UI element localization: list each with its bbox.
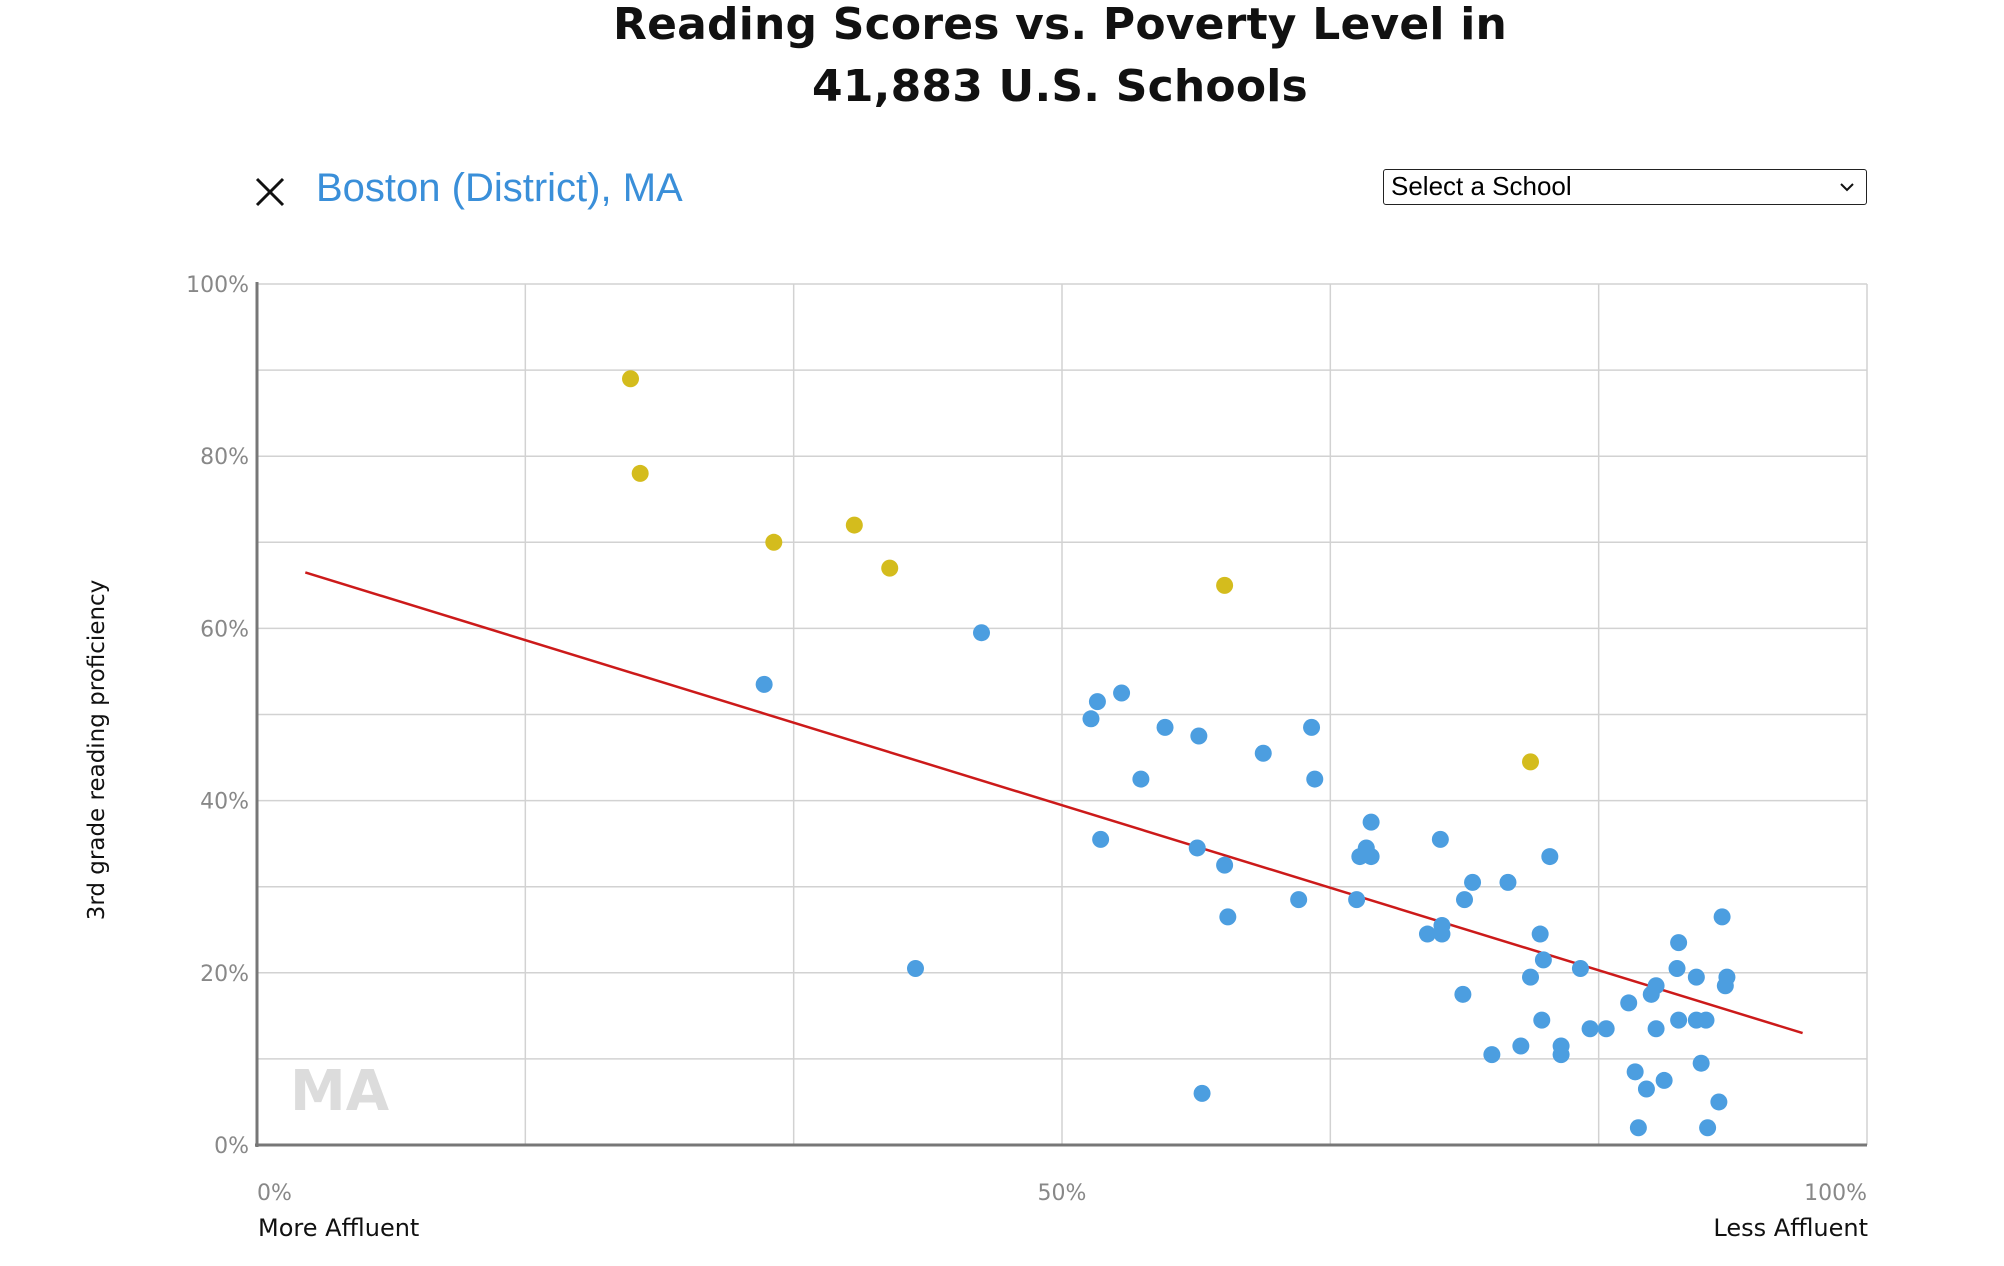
school-point [1718, 968, 1736, 986]
chart-points [622, 370, 1736, 1137]
school-point [1699, 1119, 1717, 1137]
chart-ticks: 0% 20% 40% 60% 80% 100% 0% 50% 100% [186, 273, 1867, 1206]
chevron-down-icon [1840, 183, 1854, 192]
school-point [1655, 1071, 1673, 1089]
school-point [1534, 951, 1552, 969]
school-point [906, 959, 924, 977]
school-point [1697, 1011, 1715, 1029]
school-point [1464, 873, 1482, 891]
chart-title-line2: 41,883 U.S. Schools [812, 61, 1308, 112]
school-point [1193, 1084, 1211, 1102]
x-tick-label: 100% [1804, 1181, 1867, 1206]
school-point [1190, 727, 1208, 745]
school-point [1290, 891, 1308, 909]
school-point [1303, 718, 1321, 736]
chart-grid [257, 283, 1868, 1145]
chart-title: Reading Scores vs. Poverty Level in 41,8… [0, 0, 2004, 118]
school-point [1454, 985, 1472, 1003]
chart-title-line1: Reading Scores vs. Poverty Level in [612, 0, 1508, 50]
school-point [1362, 848, 1380, 866]
highlighted-school-point [845, 516, 863, 534]
highlighted-school-point [1522, 753, 1540, 771]
y-tick-label: 40% [200, 790, 249, 815]
school-point [1418, 925, 1436, 943]
highlighted-school-point [622, 370, 640, 388]
school-point [1533, 1011, 1551, 1029]
school-point [1113, 684, 1131, 702]
school-point [1552, 1046, 1570, 1064]
school-point [1710, 1093, 1728, 1111]
school-point [755, 675, 773, 693]
school-point [1713, 908, 1731, 926]
x-axis-right-label: Less Affluent [1713, 1214, 1868, 1242]
school-point [1306, 770, 1324, 788]
school-point [1629, 1119, 1647, 1137]
y-tick-label: 0% [214, 1134, 249, 1159]
school-point [1668, 959, 1686, 977]
state-watermark: MA [290, 1059, 390, 1124]
chart-watermark-group: MA [290, 1059, 390, 1124]
school-point [1431, 830, 1449, 848]
school-point [1156, 718, 1174, 736]
close-icon-glyph [255, 177, 285, 207]
trend-line [304, 571, 1803, 1035]
trend-line-group [304, 571, 1803, 1035]
school-point [1216, 856, 1234, 874]
school-point [1571, 959, 1589, 977]
highlighted-school-point [631, 464, 649, 482]
highlighted-school-point [1216, 576, 1234, 594]
school-point [1620, 994, 1638, 1012]
school-point [1483, 1046, 1501, 1064]
district-name: Boston (District), MA [316, 166, 683, 210]
y-tick-label: 100% [186, 273, 249, 298]
school-point [1522, 968, 1540, 986]
school-point [1670, 934, 1688, 952]
y-tick-label: 60% [200, 617, 249, 642]
close-icon[interactable] [255, 177, 285, 207]
school-point [1456, 891, 1473, 909]
school-point [1362, 813, 1380, 831]
school-point [1687, 968, 1705, 986]
school-point [1670, 1011, 1688, 1029]
school-point [1433, 925, 1451, 943]
school-point [1647, 1020, 1665, 1038]
chart-axes [255, 282, 1867, 1147]
school-point [1088, 693, 1106, 711]
school-point [1254, 744, 1272, 762]
school-point [973, 624, 990, 642]
school-point [1188, 839, 1206, 857]
school-point [1531, 925, 1549, 943]
school-point [1647, 977, 1665, 995]
school-point [1597, 1020, 1615, 1038]
school-point [1092, 830, 1110, 848]
school-select[interactable]: Select a School [1383, 169, 1867, 205]
school-point [1692, 1054, 1710, 1072]
school-point [1581, 1020, 1599, 1038]
school-point [1219, 908, 1237, 926]
highlighted-school-point [765, 533, 783, 551]
school-point [1541, 848, 1559, 866]
y-tick-label: 80% [200, 445, 249, 470]
school-point [1348, 891, 1366, 909]
school-point [1512, 1037, 1530, 1055]
highlighted-school-point [881, 559, 899, 577]
school-point [1626, 1063, 1644, 1081]
x-axis-left-label: More Affluent [258, 1214, 420, 1242]
school-point [1132, 770, 1150, 788]
school-point [1499, 873, 1517, 891]
school-point [1082, 710, 1100, 728]
school-point [1637, 1080, 1655, 1098]
school-select-value: Select a School [1391, 171, 1572, 201]
x-tick-label: 50% [1038, 1181, 1087, 1206]
x-tick-label: 0% [257, 1181, 292, 1206]
y-tick-label: 20% [200, 962, 249, 987]
